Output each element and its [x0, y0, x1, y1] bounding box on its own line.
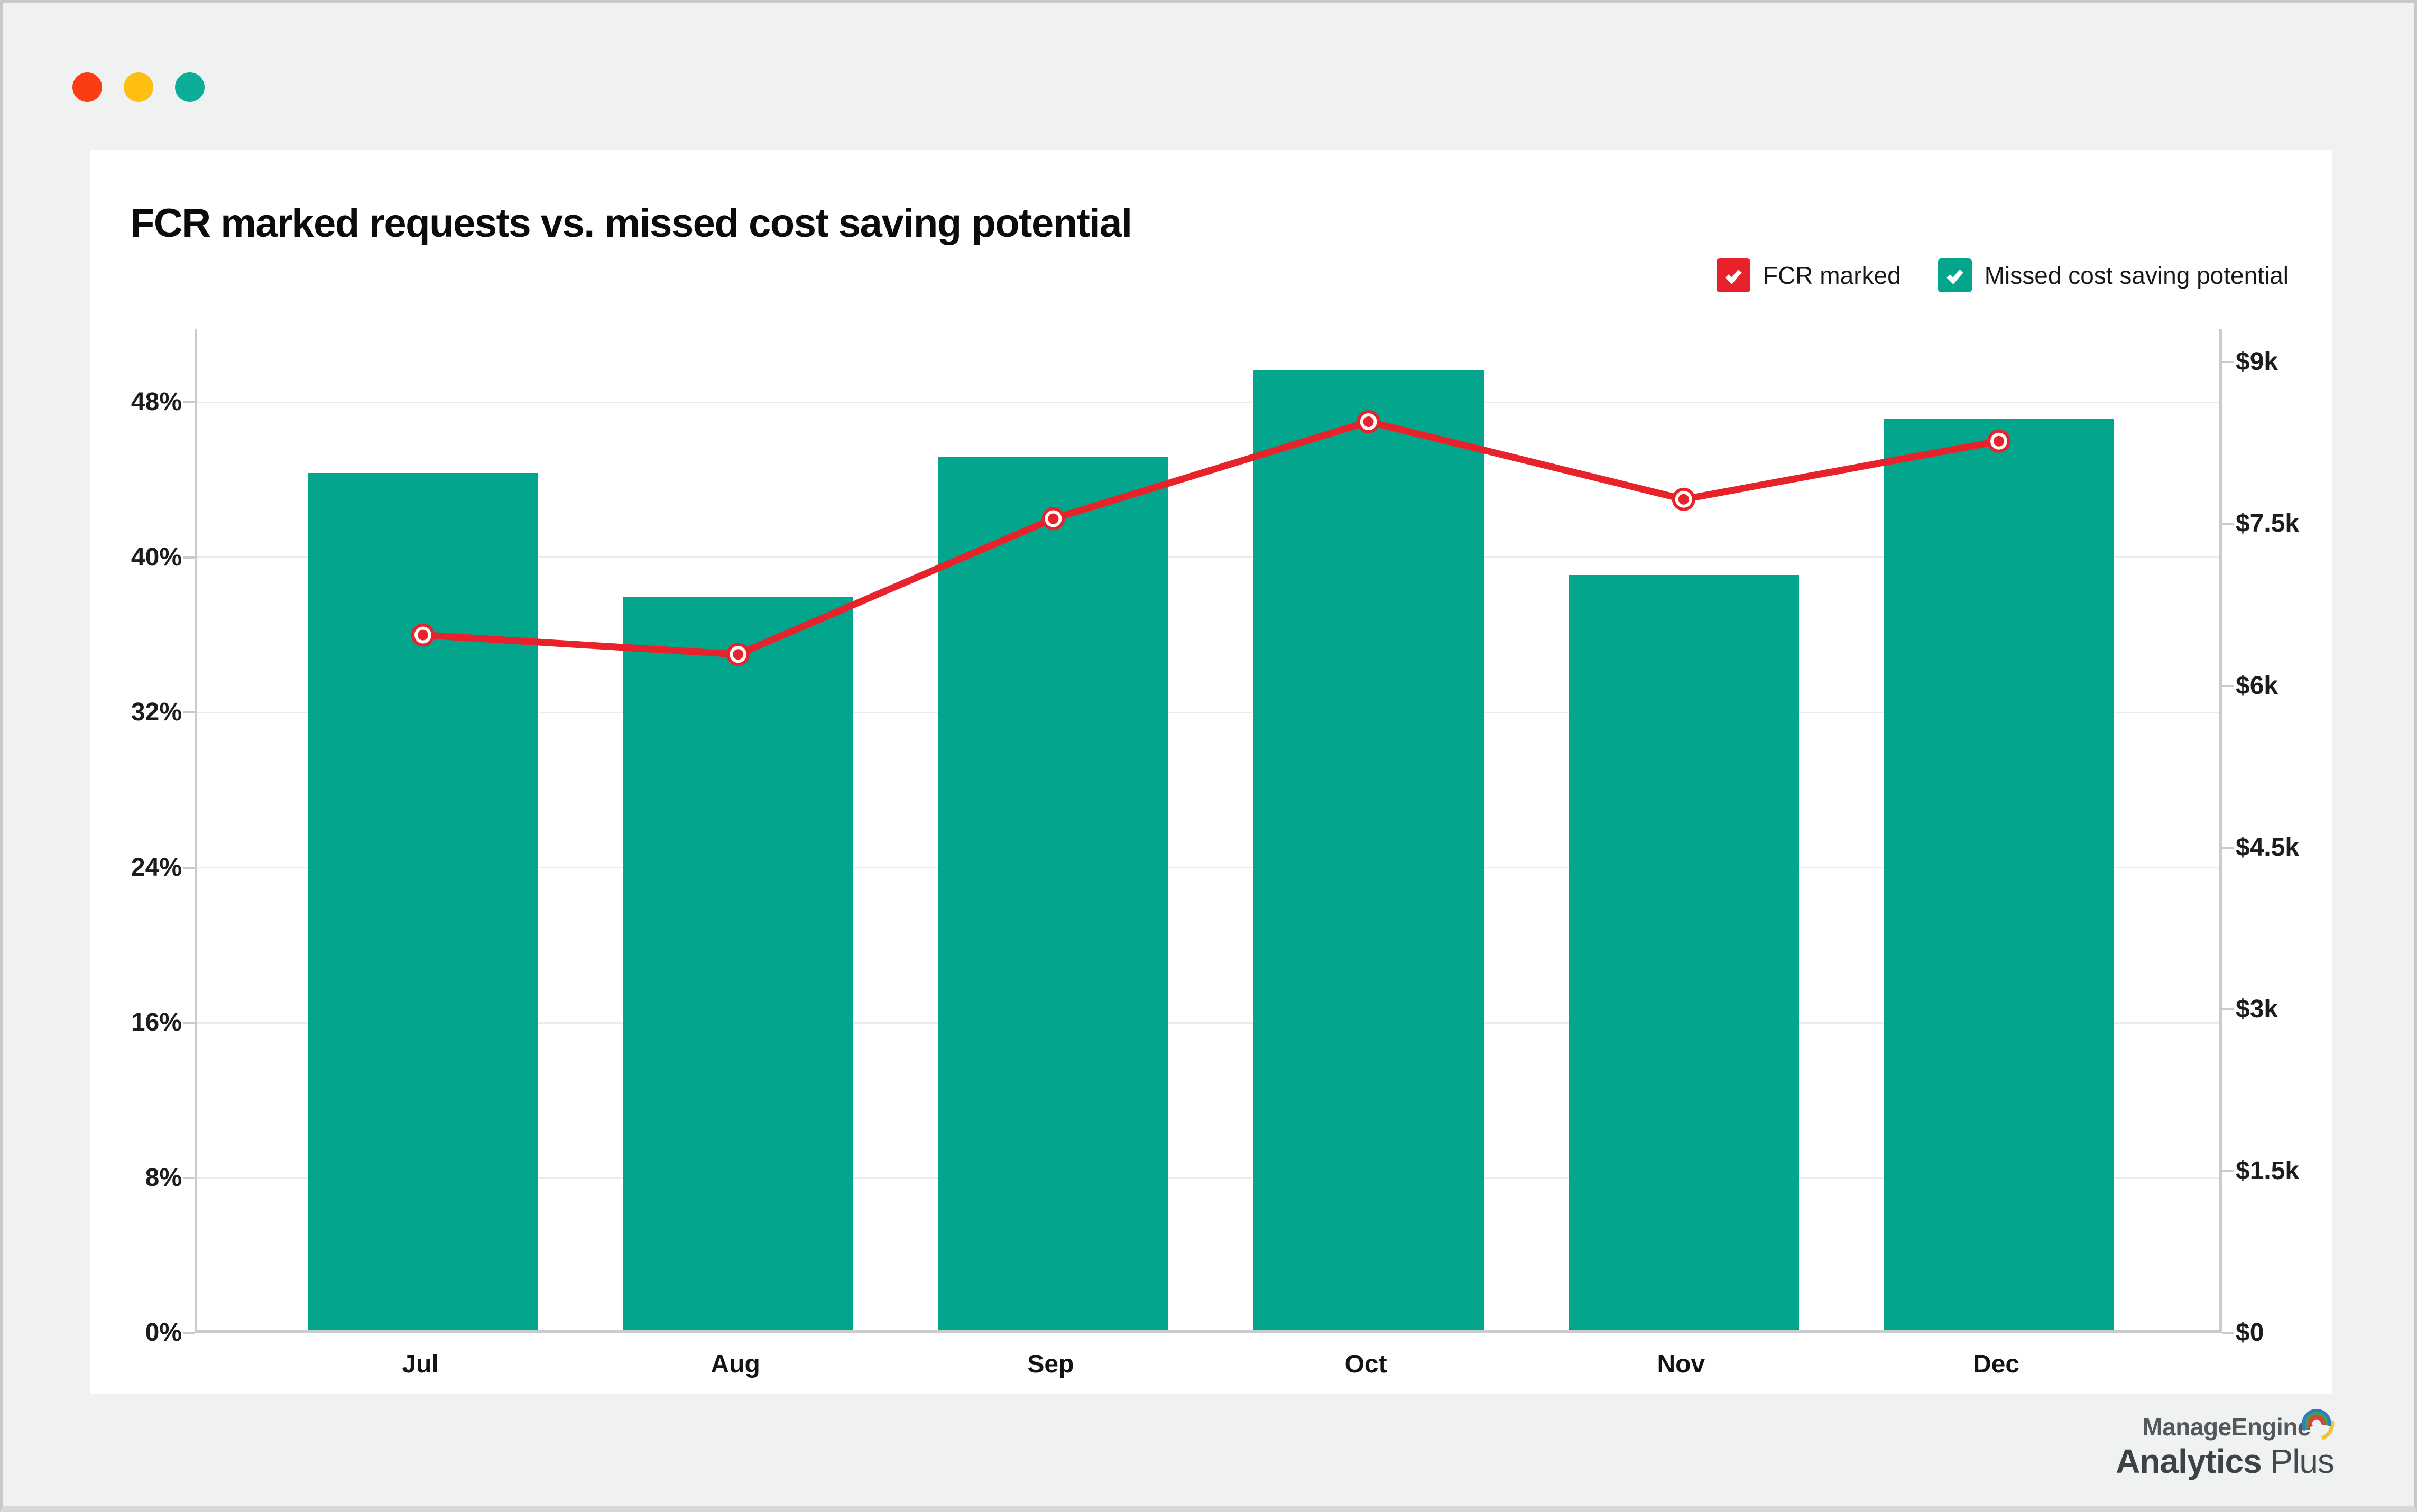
- brand-logo: ManageEngine Analytics Plus: [2116, 1409, 2335, 1480]
- bar-nov[interactable]: [1568, 575, 1799, 1330]
- window-close-button[interactable]: [72, 72, 102, 102]
- left-axis-tick: [183, 711, 195, 714]
- line-point-nov: [1678, 494, 1689, 505]
- right-axis-tick: [2222, 1332, 2234, 1334]
- gridline: [197, 556, 2219, 559]
- legend-checkbox-fcr-marked[interactable]: [1716, 258, 1750, 292]
- x-axis-label-sep: Sep: [1027, 1350, 1074, 1378]
- window-controls: [72, 72, 205, 102]
- legend-item-fcr-marked[interactable]: FCR marked: [1716, 258, 1901, 292]
- left-axis-tick-label: 24%: [131, 853, 182, 882]
- right-axis-tick-label: $3k: [2236, 995, 2278, 1023]
- window-minimize-button[interactable]: [124, 72, 153, 102]
- bar-jul[interactable]: [308, 472, 538, 1330]
- right-axis-tick: [2222, 1170, 2234, 1172]
- right-axis-tick-label: $1.5k: [2236, 1156, 2300, 1185]
- left-axis-tick: [183, 401, 195, 404]
- gridline: [197, 1022, 2219, 1024]
- left-axis-tick-label: 32%: [131, 698, 182, 727]
- x-axis-label-nov: Nov: [1657, 1350, 1705, 1378]
- right-axis-tick-label: $0: [2236, 1319, 2264, 1347]
- x-axis-label-aug: Aug: [711, 1350, 760, 1378]
- gridline: [197, 401, 2219, 403]
- gridline: [197, 867, 2219, 869]
- right-axis-tick: [2222, 846, 2234, 849]
- line-point-sep: [1048, 513, 1059, 524]
- bar-oct[interactable]: [1253, 370, 1484, 1330]
- window-zoom-button[interactable]: [175, 72, 205, 102]
- line-point-jul: [418, 629, 428, 641]
- legend-label-missed-cost-saving: Missed cost saving potential: [1984, 262, 2289, 289]
- left-axis-tick-label: 16%: [131, 1008, 182, 1037]
- x-axis-label-jul: Jul: [402, 1350, 439, 1378]
- x-axis-label-dec: Dec: [1972, 1350, 2020, 1378]
- left-axis-tick-label: 48%: [131, 388, 182, 416]
- checkmark-icon: [1725, 269, 1742, 284]
- left-axis-tick: [183, 1332, 195, 1334]
- chart-title: FCR marked requests vs. missed cost savi…: [130, 201, 1132, 246]
- line-point-oct: [1363, 416, 1374, 428]
- right-axis-tick: [2222, 361, 2234, 364]
- line-point-dec: [1994, 435, 2004, 447]
- bar-sep[interactable]: [938, 456, 1169, 1330]
- gridline: [197, 711, 2219, 713]
- right-axis-tick: [2222, 523, 2234, 525]
- right-axis-tick: [2222, 684, 2234, 687]
- left-axis-tick: [183, 866, 195, 869]
- manageengine-text: ManageEngine: [2142, 1413, 2311, 1441]
- bar-aug[interactable]: [623, 597, 854, 1330]
- left-axis-tick-label: 40%: [131, 543, 182, 571]
- right-axis-tick-label: $7.5k: [2236, 509, 2300, 538]
- manageengine-swoosh-icon: [2302, 1409, 2335, 1440]
- checkmark-icon: [1946, 269, 1963, 284]
- left-axis-tick: [183, 556, 195, 559]
- line-series: [411, 410, 2010, 666]
- analytics-text: Analytics: [2116, 1442, 2262, 1480]
- left-axis-tick-label: 0%: [145, 1319, 182, 1347]
- x-axis-label-oct: Oct: [1344, 1350, 1387, 1378]
- line-path: [422, 418, 2000, 658]
- left-axis-tick: [183, 1176, 195, 1179]
- chart-legend: FCR marked Missed cost saving potential: [1716, 258, 2289, 292]
- legend-label-fcr-marked: FCR marked: [1763, 262, 1901, 289]
- gridline: [197, 1177, 2219, 1179]
- line-point-aug: [733, 649, 744, 660]
- legend-item-missed-cost-saving[interactable]: Missed cost saving potential: [1938, 258, 2289, 292]
- analytics-plus-wordmark: Analytics Plus: [2116, 1442, 2335, 1480]
- right-axis-tick: [2222, 1008, 2234, 1010]
- right-axis-tick-label: $9k: [2236, 348, 2278, 376]
- legend-checkbox-missed-cost-saving[interactable]: [1938, 258, 1972, 292]
- manageengine-wordmark: ManageEngine: [2142, 1409, 2335, 1441]
- left-axis-tick-label: 8%: [145, 1163, 182, 1192]
- right-axis-tick-label: $4.5k: [2236, 833, 2300, 861]
- chart-card: FCR marked requests vs. missed cost savi…: [90, 150, 2332, 1394]
- plus-text: Plus: [2270, 1442, 2335, 1480]
- plot-area: [195, 329, 2222, 1333]
- bar-dec[interactable]: [1884, 419, 2114, 1330]
- right-axis-tick-label: $6k: [2236, 671, 2278, 700]
- left-axis-tick: [183, 1022, 195, 1024]
